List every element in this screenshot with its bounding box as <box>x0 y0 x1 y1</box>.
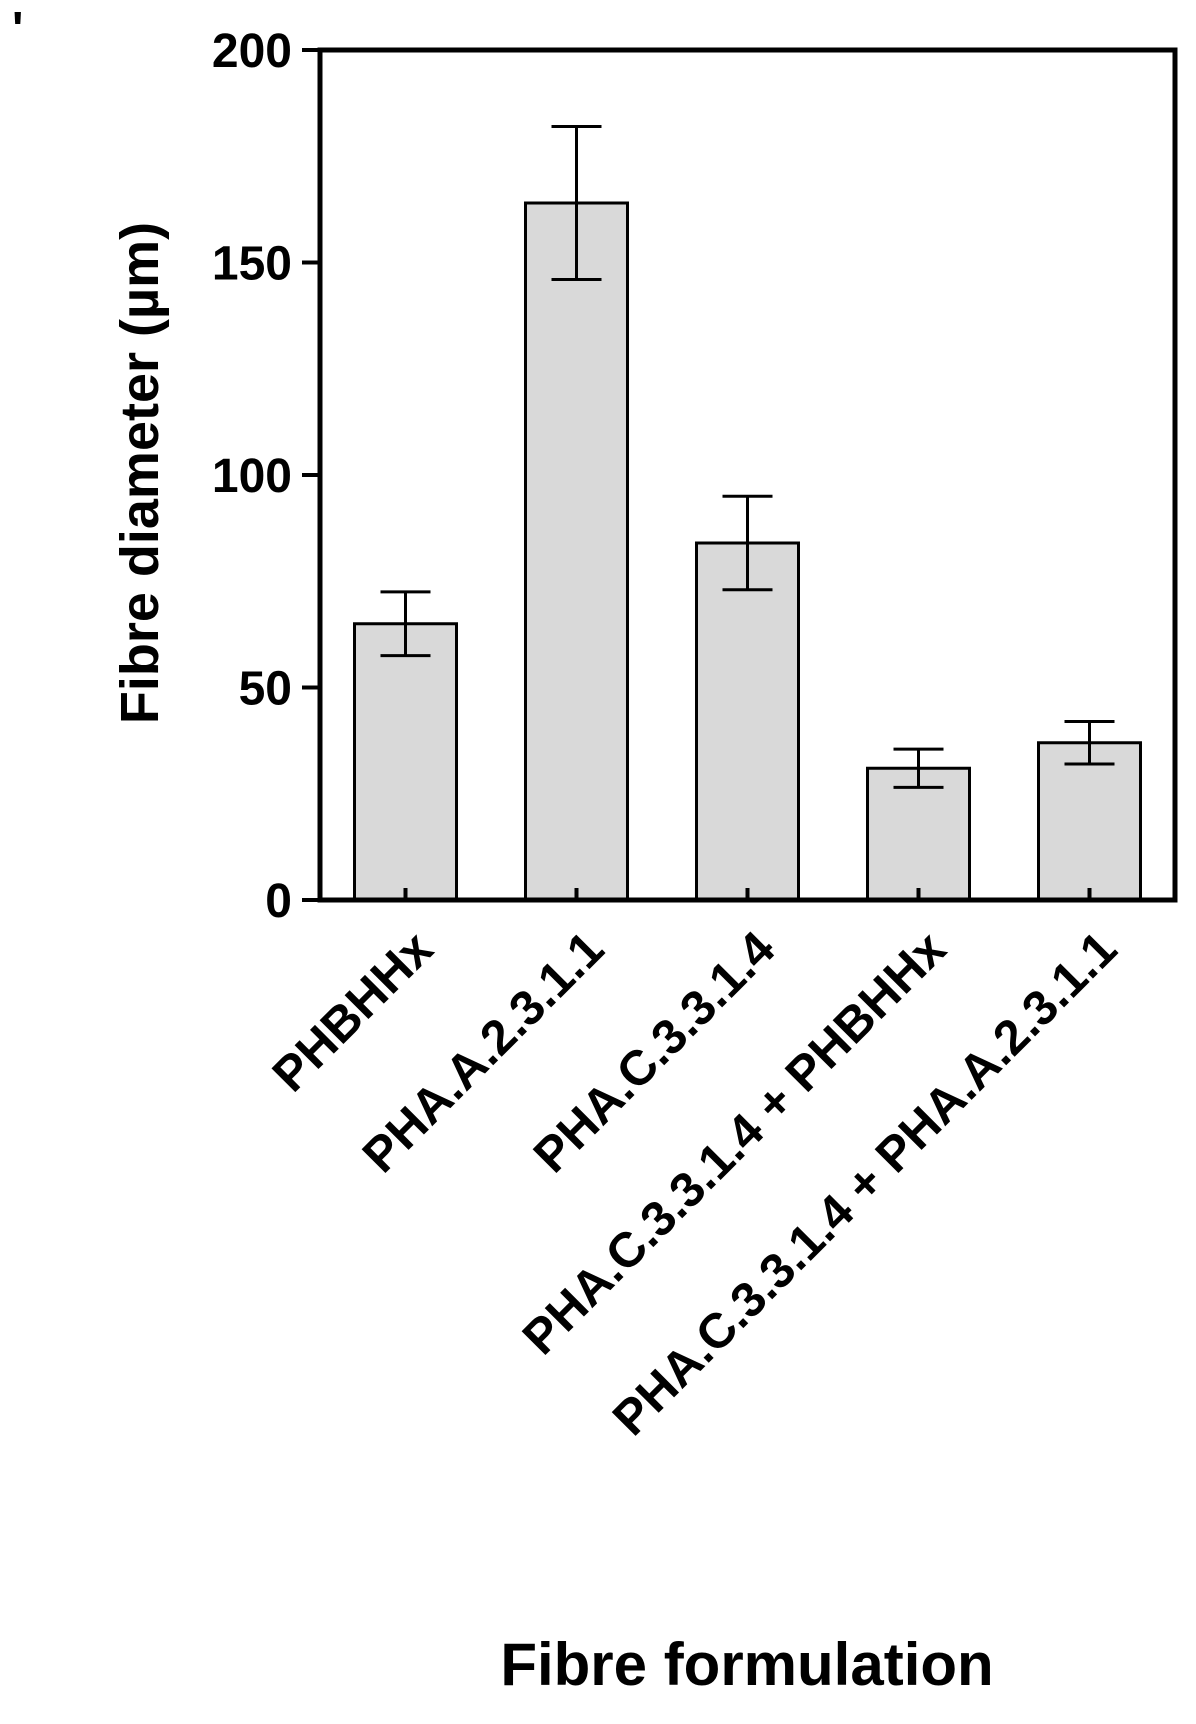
y-axis-title: Fibre diameter (µm) <box>110 222 170 724</box>
y-tick-label: 50 <box>239 663 292 716</box>
y-tick-label: 100 <box>212 450 292 503</box>
corner-mark: ' <box>12 3 23 56</box>
plot-frame <box>317 47 1178 903</box>
x-tick-label: PHBHHx <box>263 922 444 1103</box>
bar <box>1037 741 1142 902</box>
y-tick-label: 0 <box>265 875 292 928</box>
bar <box>353 622 458 902</box>
bar <box>524 201 629 902</box>
x-axis-title: Fibre formulation <box>500 1631 993 1698</box>
chart-marks: PHBHHxPHA.A.2.3.1.1PHA.C.3.3.1.4PHA.C.3.… <box>212 25 1178 1446</box>
bar <box>695 541 800 902</box>
y-tick-label: 150 <box>212 238 292 291</box>
y-tick-label: 200 <box>212 25 292 78</box>
